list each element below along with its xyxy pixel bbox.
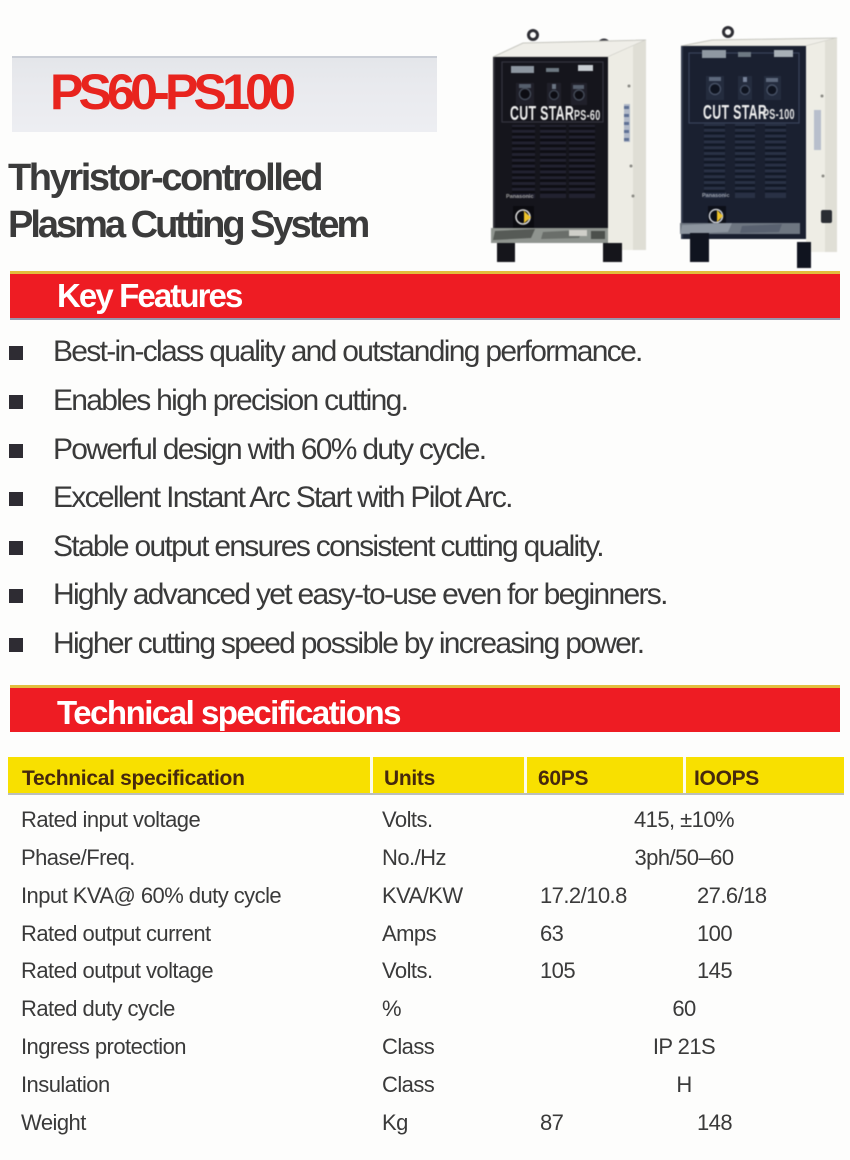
svg-text:Panasonic: Panasonic [506, 194, 534, 200]
svg-text:PS-60: PS-60 [574, 107, 601, 124]
svg-text:CUT STAR: CUT STAR [703, 101, 767, 124]
svg-text:CUT STAR: CUT STAR [510, 102, 574, 125]
svg-text:PS-100: PS-100 [763, 106, 795, 123]
svg-text:Panasonic: Panasonic [702, 193, 730, 199]
